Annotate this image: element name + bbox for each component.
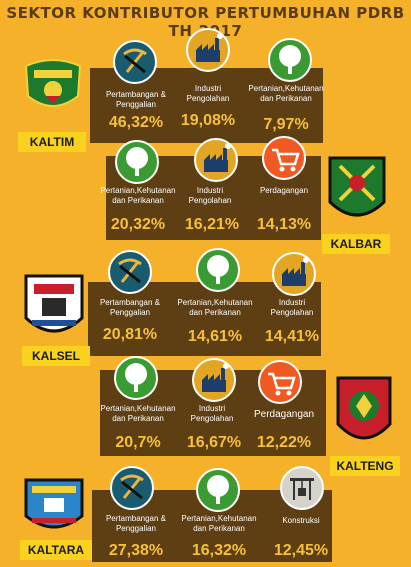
- mining-icon: [108, 250, 152, 294]
- sector-label: Industri Pengolahan: [188, 186, 232, 205]
- region-band-kalsel: [88, 282, 321, 356]
- kaltara-emblem: [22, 474, 86, 538]
- sector-label: Pertanian,Kehutanan dan Perikanan: [248, 84, 324, 103]
- sector-label: Pertambangan & Penggalian: [105, 90, 167, 109]
- sector-value: 16,21%: [184, 216, 240, 233]
- sector-label: Pertanian,Kehutanan dan Perikanan: [100, 404, 176, 423]
- mining-icon: [110, 466, 154, 510]
- sector-value: 20,81%: [102, 326, 158, 343]
- sector-value: 27,38%: [108, 542, 164, 559]
- kalbar-emblem: [326, 152, 388, 230]
- sector-value: 14,41%: [264, 328, 320, 345]
- cart-icon: [258, 360, 302, 404]
- kaltim-emblem: [20, 52, 86, 118]
- region-name-kaltim: KALTIM: [18, 132, 86, 152]
- region-name-kalsel: KALSEL: [22, 346, 90, 366]
- sector-value: 16,67%: [186, 434, 242, 451]
- region-name-kalbar: KALBAR: [322, 234, 390, 254]
- factory-icon: [192, 358, 236, 402]
- sector-label: Perdagangan: [259, 186, 309, 195]
- tree-icon: [196, 468, 240, 512]
- tree-icon: [268, 38, 312, 82]
- cart-icon: [262, 136, 306, 180]
- tree-icon: [114, 356, 158, 400]
- sector-value: 12,22%: [256, 434, 312, 451]
- sector-label: Industri Pengolahan: [186, 84, 230, 103]
- kalteng-emblem: [334, 372, 394, 452]
- sector-label: Pertanian,Kehutanan dan Perikanan: [181, 514, 257, 533]
- sector-value: 16,32%: [191, 542, 247, 559]
- tree-icon: [115, 140, 159, 184]
- sector-value: 14,13%: [256, 216, 312, 233]
- factory-icon: [272, 252, 316, 296]
- sector-value: 12,45%: [273, 542, 329, 559]
- factory-icon: [186, 28, 230, 72]
- sector-label: Pertambangan & Penggalian: [105, 514, 167, 533]
- mining-icon: [113, 40, 157, 84]
- sector-label: Pertanian,Kehutanan dan Perikanan: [177, 298, 253, 317]
- sector-value: 19,08%: [180, 112, 236, 129]
- sector-label: Perdagangan: [253, 409, 315, 420]
- sector-label: Konstruksi: [282, 516, 320, 525]
- sector-value: 20,32%: [110, 216, 166, 233]
- sector-value: 46,32%: [108, 114, 164, 131]
- sector-label: Pertanian,Kehutanan dan Perikanan: [100, 186, 176, 205]
- kalsel-emblem: [22, 272, 86, 344]
- region-name-kalteng: KALTENG: [330, 456, 400, 476]
- construction-icon: [280, 466, 324, 510]
- sector-label: Industri Pengolahan: [270, 298, 314, 317]
- tree-icon: [196, 248, 240, 292]
- sector-label: Pertambangan & Penggalian: [99, 298, 161, 317]
- sector-label: Industri Pengolahan: [190, 404, 234, 423]
- factory-icon: [194, 138, 238, 182]
- region-name-kaltara: KALTARA: [20, 540, 92, 560]
- sector-value: 20,7%: [115, 434, 161, 451]
- sector-value: 7,97%: [263, 116, 309, 133]
- sector-value: 14,61%: [187, 328, 243, 345]
